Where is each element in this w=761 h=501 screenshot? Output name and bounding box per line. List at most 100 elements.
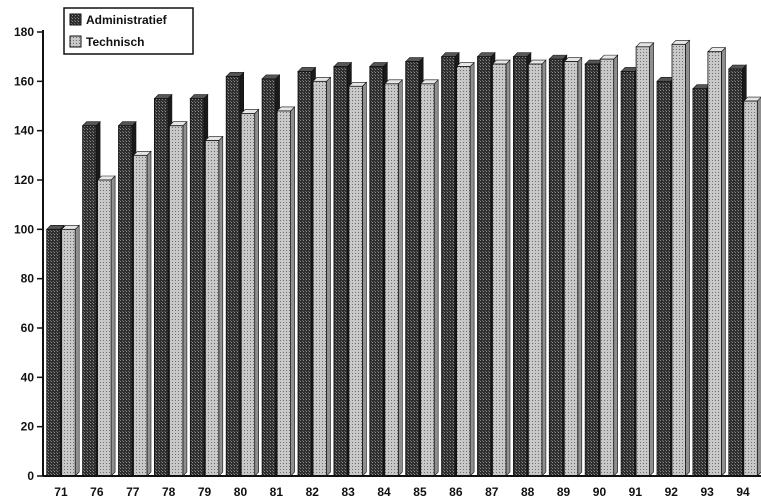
- legend-label-technisch: Technisch: [86, 35, 144, 49]
- bar-side: [613, 54, 619, 477]
- y-tick-label-160: 160: [14, 74, 34, 88]
- bar-technisch-80: [240, 108, 260, 477]
- bar-technisch-92: [671, 39, 691, 477]
- bar-front: [189, 98, 205, 477]
- x-tick-label-86: 86: [449, 485, 463, 499]
- bar-front: [513, 56, 528, 477]
- bar-front: [584, 63, 600, 477]
- y-tick-label-0: 0: [27, 469, 34, 483]
- bar-front: [61, 228, 76, 477]
- bar-side: [685, 39, 690, 477]
- bars-group: [45, 39, 761, 477]
- bar-technisch-93: [707, 47, 727, 477]
- bar-front: [204, 140, 220, 477]
- x-tick-label-84: 84: [377, 485, 391, 499]
- bar-side: [469, 61, 475, 477]
- x-tick-label-78: 78: [162, 485, 176, 499]
- bar-front: [420, 83, 435, 477]
- bar-front: [477, 56, 492, 477]
- bar-technisch-77: [132, 150, 152, 477]
- legend-box: [63, 7, 194, 55]
- y-tick-label-180: 180: [14, 25, 34, 39]
- bar-technisch-84: [384, 79, 404, 477]
- bar-front: [297, 71, 312, 477]
- y-tick-label-20: 20: [21, 420, 35, 434]
- bar-technisch-71: [60, 224, 80, 477]
- bar-front: [168, 125, 184, 477]
- bar-front: [692, 88, 707, 477]
- bar-side: [74, 224, 80, 477]
- bar-side: [577, 56, 583, 477]
- x-tick-label-93: 93: [700, 485, 714, 499]
- bar-technisch-83: [348, 81, 368, 477]
- bar-front: [620, 71, 635, 477]
- x-tick-label-82: 82: [306, 485, 320, 499]
- bar-side: [433, 79, 439, 477]
- bar-front: [635, 46, 650, 477]
- x-tick-label-88: 88: [521, 485, 535, 499]
- x-tick-label-76: 76: [90, 485, 104, 499]
- bar-technisch-79: [204, 135, 224, 477]
- bar-front: [599, 58, 615, 477]
- bar-technisch-85: [419, 79, 439, 477]
- y-tick-label-140: 140: [14, 124, 34, 138]
- x-tick-label-89: 89: [557, 485, 571, 499]
- bar-front: [728, 68, 743, 477]
- bar-side: [541, 59, 547, 477]
- x-tick-label-71: 71: [54, 485, 68, 499]
- bar-technisch-90: [599, 54, 619, 477]
- y-tick-label-40: 40: [21, 370, 35, 384]
- bar-side: [649, 42, 654, 477]
- y-tick-label-100: 100: [14, 222, 34, 236]
- bar-front: [441, 56, 456, 477]
- x-tick-label-81: 81: [270, 485, 284, 499]
- x-tick-label-90: 90: [593, 485, 607, 499]
- y-tick-label-80: 80: [21, 272, 35, 286]
- bar-front: [240, 113, 256, 477]
- bar-front: [97, 179, 112, 477]
- legend-swatch-technisch: [69, 35, 82, 48]
- bar-front: [312, 80, 327, 477]
- bar-side: [110, 175, 116, 477]
- bar-front: [384, 83, 399, 477]
- bar-front: [492, 63, 507, 477]
- bar-front: [369, 66, 384, 477]
- bar-technisch-82: [312, 76, 332, 477]
- bar-front: [276, 110, 292, 477]
- bar-technisch-78: [168, 121, 188, 477]
- bar-front: [456, 66, 471, 477]
- bar-front: [133, 154, 148, 477]
- bar-side: [218, 135, 224, 477]
- bar-technisch-88: [527, 59, 547, 477]
- bar-front: [671, 43, 686, 477]
- x-tick-label-94: 94: [736, 485, 750, 499]
- axes-group: 71 76 77 78 79 80 81 82 83 84 85 86 87 88 89 90 91 92 93 94…: [14, 25, 761, 499]
- bar-side: [182, 121, 188, 477]
- bar-front: [548, 58, 564, 477]
- bar-front: [46, 228, 61, 477]
- legend: Administratief Technisch: [63, 7, 194, 55]
- bar-front: [348, 85, 363, 477]
- bar-technisch-94: [743, 96, 761, 477]
- legend-label-administratief: Administratief: [86, 13, 168, 27]
- x-tick-label-92: 92: [665, 485, 679, 499]
- bar-side: [254, 108, 260, 477]
- bar-side: [326, 76, 331, 477]
- bar-front: [82, 125, 97, 477]
- bar-side: [146, 150, 152, 477]
- bar-front: [563, 61, 579, 477]
- bar-front: [707, 51, 722, 477]
- x-tick-label-77: 77: [126, 485, 140, 499]
- bar-technisch-91: [635, 42, 655, 477]
- bar-side: [397, 79, 403, 477]
- bar-front: [333, 66, 348, 477]
- y-tick-label-120: 120: [14, 173, 34, 187]
- bar-technisch-87: [491, 59, 511, 477]
- bar-side: [756, 96, 761, 477]
- x-tick-label-85: 85: [413, 485, 427, 499]
- bar-front: [528, 63, 543, 477]
- bar-front: [153, 98, 169, 477]
- x-tick-label-91: 91: [629, 485, 643, 499]
- x-tick-label-83: 83: [341, 485, 355, 499]
